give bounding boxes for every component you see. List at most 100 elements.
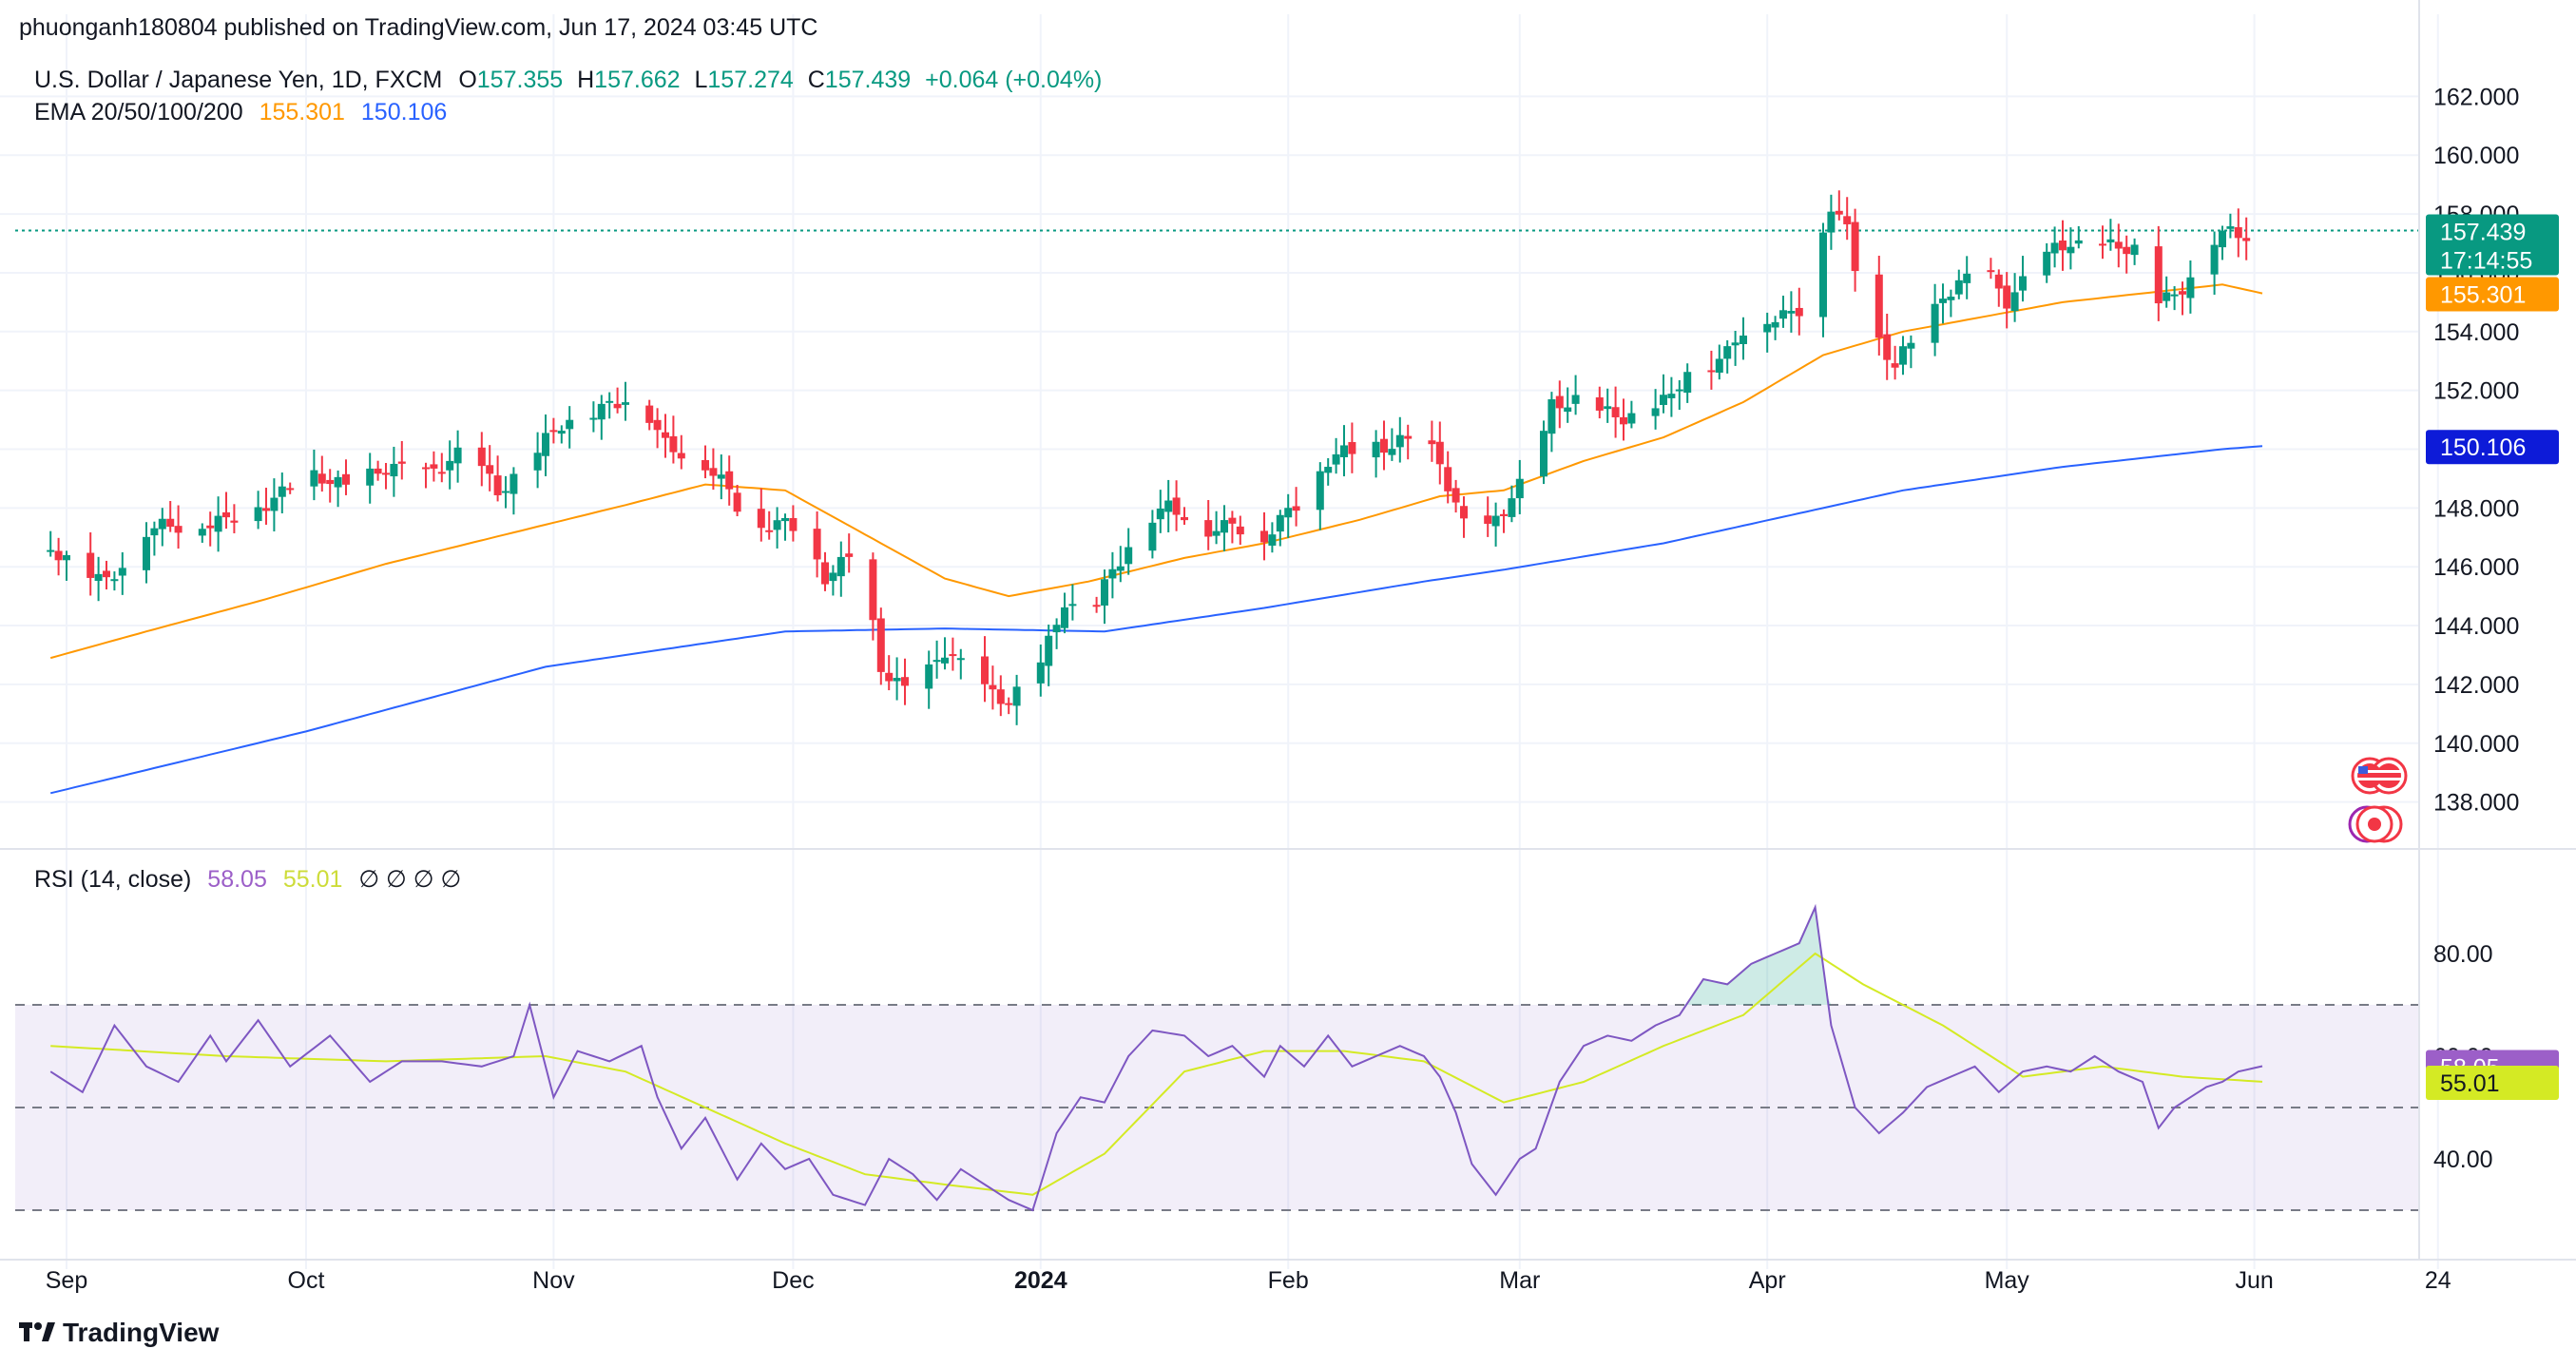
candle-down xyxy=(765,530,774,532)
candle-up xyxy=(597,403,606,420)
candle-down xyxy=(901,677,909,686)
candle-down xyxy=(1172,497,1181,515)
candle-down xyxy=(789,517,798,531)
candle-down xyxy=(437,472,446,474)
candle-down xyxy=(653,419,662,431)
candle-up xyxy=(956,658,965,661)
rsi-tick-label: 40.00 xyxy=(2433,1146,2493,1173)
candle-up xyxy=(893,678,901,682)
price-tick-label: 144.000 xyxy=(2433,613,2519,640)
rsi-legend[interactable]: RSI (14, close) 58.05 55.01 ∅ ∅ ∅ ∅ xyxy=(34,865,461,894)
ema-slow-badge: 150.106 xyxy=(2426,430,2559,465)
candle-up xyxy=(2019,276,2027,291)
candle-down xyxy=(885,672,894,682)
candle-up xyxy=(941,657,949,664)
price-tick-label: 138.000 xyxy=(2433,790,2519,817)
candle-up xyxy=(118,568,126,576)
candle-down xyxy=(733,492,741,512)
candle-down xyxy=(1444,467,1452,491)
candle-down xyxy=(2123,246,2131,255)
candle-down xyxy=(87,552,95,578)
candle-up xyxy=(63,554,70,561)
candle-down xyxy=(1874,274,1883,338)
candle-down xyxy=(2114,241,2123,249)
candle-up xyxy=(1332,453,1340,465)
candle-up xyxy=(1564,407,1572,413)
candle-down xyxy=(286,488,295,491)
symbol-title[interactable]: U.S. Dollar / Japanese Yen, 1D, FXCM xyxy=(34,67,443,93)
candle-down xyxy=(1348,442,1356,454)
candle-up xyxy=(47,549,55,552)
ema-slow-line xyxy=(49,445,2263,795)
candle-down xyxy=(1460,506,1468,519)
candle-up xyxy=(270,497,279,511)
candle-down xyxy=(996,689,1005,704)
publisher-line: phuonganh180804 published on TradingView… xyxy=(19,14,818,41)
candle-up xyxy=(110,579,119,582)
jp-flag-icon[interactable] xyxy=(2348,805,2403,843)
candle-down xyxy=(1707,370,1716,373)
candle-up xyxy=(932,660,941,663)
ema-legend[interactable]: EMA 20/50/100/200 155.301 150.106 xyxy=(34,99,447,126)
candle-down xyxy=(477,447,486,467)
candle-down xyxy=(1228,517,1237,524)
low-value: 157.274 xyxy=(707,67,794,93)
candle-up xyxy=(1763,323,1772,333)
candle-down xyxy=(1500,513,1508,516)
candle-up xyxy=(1683,372,1692,394)
candle-up xyxy=(1548,399,1556,434)
rsi-na-values: ∅ ∅ ∅ ∅ xyxy=(358,866,462,893)
candle-down xyxy=(430,464,438,469)
candle-down xyxy=(645,405,654,423)
candle-down xyxy=(821,562,829,585)
candle-down xyxy=(662,432,669,438)
ema-label[interactable]: EMA 20/50/100/200 xyxy=(34,99,243,125)
event-flags[interactable] xyxy=(2348,757,2408,843)
rsi-ma-line xyxy=(50,952,2263,1196)
candle-up xyxy=(2043,251,2051,276)
candle-down xyxy=(486,465,494,474)
candle-down xyxy=(1292,506,1300,511)
candle-up xyxy=(334,476,342,488)
candle-down xyxy=(1380,438,1388,453)
candle-up xyxy=(254,507,262,522)
candle-down xyxy=(613,403,622,409)
candle-up xyxy=(310,470,318,487)
candle-down xyxy=(382,472,390,475)
price-tick-label: 162.000 xyxy=(2433,84,2519,110)
candle-down xyxy=(54,550,63,561)
candle-up xyxy=(453,447,462,464)
candle-up xyxy=(622,402,629,405)
symbol-legend[interactable]: U.S. Dollar / Japanese Yen, 1D, FXCM O15… xyxy=(34,67,1102,94)
candle-down xyxy=(989,684,997,690)
candle-down xyxy=(669,435,678,453)
candle-up xyxy=(1907,342,1915,349)
close-value: 157.439 xyxy=(824,67,912,93)
candle-up xyxy=(1604,406,1612,410)
us-flag-icon[interactable] xyxy=(2351,757,2408,795)
candle-down xyxy=(493,475,502,495)
candle-up xyxy=(1508,498,1516,517)
candle-down xyxy=(1204,520,1213,537)
candle-down xyxy=(230,520,239,523)
rsi-label[interactable]: RSI (14, close) xyxy=(34,866,192,893)
candle-up xyxy=(1491,515,1500,527)
rsi-ma-badge-bg xyxy=(2426,1065,2559,1100)
candle-down xyxy=(677,453,685,459)
ema-fast-line xyxy=(49,283,2263,660)
close-label: C xyxy=(807,67,825,93)
candle-up xyxy=(1108,568,1117,579)
candle-up xyxy=(158,518,166,530)
candle-down xyxy=(326,479,335,485)
candle-down xyxy=(1620,416,1627,425)
candle-up xyxy=(1675,389,1683,392)
candle-down xyxy=(374,468,382,474)
candle-down xyxy=(1843,216,1852,224)
high-label: H xyxy=(577,67,595,93)
candle-down xyxy=(103,570,110,578)
x-tick-label: Dec xyxy=(772,1267,814,1294)
candle-up xyxy=(557,431,566,434)
